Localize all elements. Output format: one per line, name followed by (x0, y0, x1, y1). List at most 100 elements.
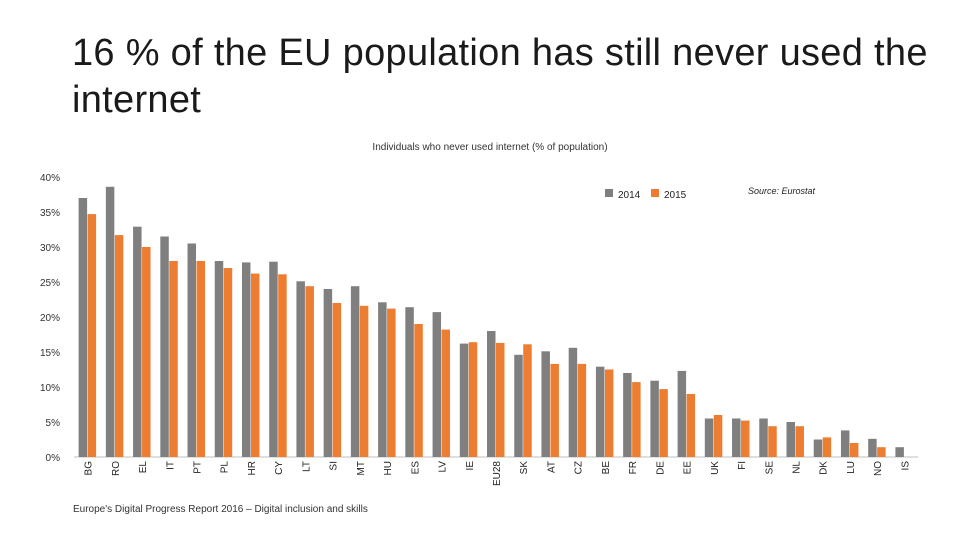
bar-CZ-2015 (577, 363, 587, 457)
bar-HR-2015 (250, 273, 260, 457)
bar-BE-2015 (604, 369, 614, 457)
x-tick-label: EE (683, 461, 694, 475)
legend-label-2014: 2014 (618, 190, 641, 201)
y-tick-label: 10% (40, 383, 60, 394)
y-tick-label: 0% (46, 453, 61, 464)
x-tick-label: IT (165, 461, 176, 470)
bar-IS-2014 (895, 447, 904, 457)
x-tick-label: HU (383, 461, 394, 475)
bar-RO-2014 (105, 186, 115, 458)
bar-FR-2014 (623, 373, 632, 457)
x-tick-label: CZ (574, 461, 585, 474)
bar-LV-2014 (432, 312, 442, 457)
x-tick-label: NO (873, 461, 884, 476)
x-tick-label: LT (301, 461, 312, 472)
bar-ES-2015 (414, 324, 423, 457)
bar-CY-2015 (278, 274, 287, 457)
bar-RO-2015 (114, 235, 124, 457)
bar-AT-2015 (550, 363, 559, 457)
x-tick-label: RO (111, 461, 122, 476)
bar-NO-2014 (868, 438, 877, 457)
bar-FI-2015 (741, 420, 750, 457)
x-tick-label: BG (84, 461, 95, 476)
x-tick-label: EU28 (492, 461, 503, 486)
bar-PL-2014 (214, 261, 224, 457)
bar-SI-2014 (323, 289, 333, 457)
bar-IT-2014 (160, 236, 169, 457)
x-tick-label: LV (438, 461, 449, 473)
x-tick-label: ES (410, 461, 421, 475)
bar-HU-2015 (387, 308, 396, 457)
bar-EU28-2014 (487, 331, 496, 457)
y-tick-label: 15% (40, 348, 60, 359)
bar-SE-2015 (768, 426, 777, 457)
bar-IE-2014 (459, 343, 469, 457)
bar-BG-2015 (87, 214, 97, 457)
bar-PL-2015 (223, 268, 233, 457)
bar-EE-2014 (677, 370, 687, 457)
x-tick-label: PL (220, 461, 231, 474)
x-tick-label: SI (329, 461, 340, 470)
x-tick-label: BE (601, 461, 612, 475)
bar-FI-2014 (732, 418, 741, 457)
x-tick-label: EL (138, 461, 149, 474)
bar-MT-2015 (359, 305, 369, 457)
bar-LV-2015 (441, 329, 451, 457)
bar-EE-2015 (686, 394, 696, 457)
bar-HR-2014 (241, 262, 251, 457)
bar-LT-2014 (296, 281, 305, 457)
bar-SE-2014 (759, 418, 768, 457)
y-tick-label: 20% (40, 313, 60, 324)
bar-NL-2015 (795, 426, 804, 457)
bar-DE-2014 (650, 380, 659, 457)
bar-EU28-2015 (496, 342, 505, 457)
x-tick-label: UK (710, 461, 721, 475)
bar-MT-2014 (350, 286, 360, 457)
chart-legend: 2014 2015 (605, 189, 687, 201)
x-axis-labels: BG RO EL IT PT PL HR CY LT SI MT HU ES LV IE EU28 SK AT CZ… (84, 461, 912, 486)
x-tick-label: IS (900, 461, 911, 471)
bar-UK-2014 (704, 418, 714, 457)
x-tick-label: MT (356, 461, 367, 475)
bar-BG-2014 (78, 198, 88, 457)
x-tick-label: IE (465, 461, 476, 471)
x-tick-label: AT (546, 461, 557, 473)
bar-CY-2014 (269, 261, 278, 457)
x-tick-label: PT (193, 461, 204, 474)
bar-EL-2015 (142, 247, 151, 457)
bar-LU-2014 (840, 430, 850, 457)
legend-swatch-2015 (651, 189, 659, 197)
x-tick-label: NL (791, 461, 802, 474)
bar-PT-2015 (196, 261, 206, 457)
bar-ES-2014 (405, 307, 414, 457)
bar-IT-2015 (169, 261, 178, 457)
y-tick-label: 35% (40, 208, 60, 219)
bar-LU-2015 (849, 443, 859, 457)
bar-SK-2014 (514, 354, 523, 457)
bar-IE-2015 (468, 342, 478, 457)
x-tick-label: LU (846, 461, 857, 474)
bar-EL-2014 (133, 226, 142, 457)
y-tick-label: 40% (40, 173, 60, 184)
legend-label-2015: 2015 (664, 190, 687, 201)
bar-UK-2015 (713, 415, 723, 457)
chart-title: Individuals who never used internet (% o… (372, 142, 608, 153)
bar-HU-2014 (378, 302, 387, 457)
bar-CZ-2014 (568, 347, 578, 457)
x-tick-label: FR (628, 461, 639, 474)
bar-SK-2015 (523, 344, 532, 457)
source-note: Source: Eurostat (748, 186, 816, 196)
x-tick-label: CY (274, 461, 285, 475)
bar-PT-2014 (187, 243, 197, 457)
x-tick-label: SE (764, 461, 775, 475)
x-tick-label: DE (655, 461, 666, 475)
bar-NO-2015 (877, 447, 886, 457)
bar-DK-2015 (822, 437, 832, 457)
bar-AT-2014 (541, 351, 550, 457)
bar-LT-2015 (305, 286, 314, 457)
bar-SI-2015 (332, 303, 342, 457)
y-tick-label: 25% (40, 278, 60, 289)
bar-DK-2014 (813, 439, 823, 457)
